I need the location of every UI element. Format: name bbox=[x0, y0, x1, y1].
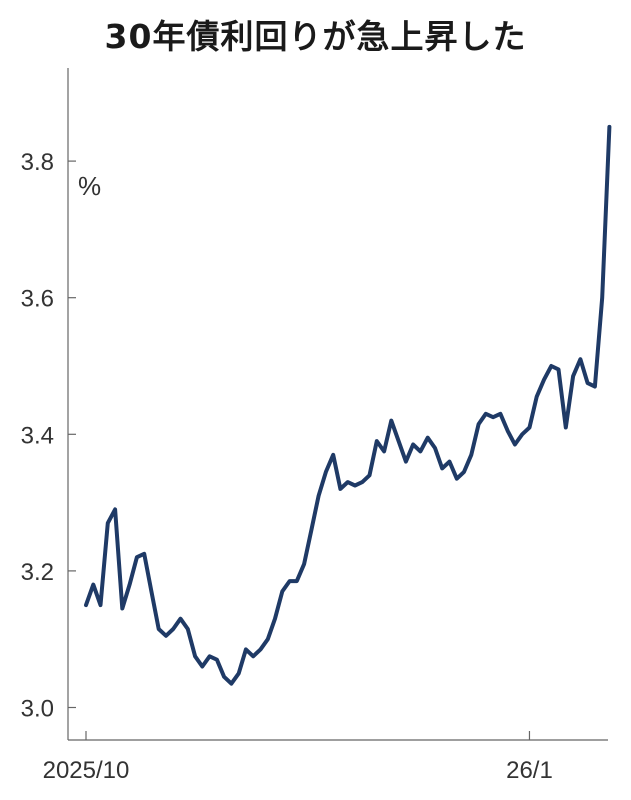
data-point bbox=[557, 368, 560, 371]
data-point bbox=[194, 655, 196, 658]
data-point bbox=[179, 617, 182, 620]
data-point bbox=[485, 413, 487, 415]
data-point bbox=[230, 682, 233, 685]
data-point bbox=[463, 471, 465, 473]
data-point bbox=[274, 617, 276, 620]
unit-label: % bbox=[78, 171, 101, 201]
data-point bbox=[499, 413, 502, 415]
data-point bbox=[85, 604, 87, 606]
data-point bbox=[187, 628, 189, 630]
data-point bbox=[528, 426, 531, 429]
data-point bbox=[245, 648, 247, 651]
data-point bbox=[390, 419, 393, 422]
data-point bbox=[514, 443, 516, 446]
data-point bbox=[252, 655, 254, 658]
data-point bbox=[579, 358, 582, 361]
data-point bbox=[114, 508, 116, 511]
data-point bbox=[208, 655, 211, 658]
data-point bbox=[237, 672, 240, 675]
data-point bbox=[565, 426, 567, 429]
y-tick-label: 3.4 bbox=[21, 422, 54, 449]
y-tick-label: 3.8 bbox=[21, 149, 54, 176]
data-point bbox=[419, 450, 422, 453]
data-point bbox=[368, 474, 371, 477]
data-point bbox=[303, 563, 305, 565]
data-point bbox=[492, 416, 494, 419]
data-point bbox=[477, 423, 480, 425]
data-point bbox=[310, 529, 313, 531]
data-point bbox=[165, 635, 167, 637]
data-point bbox=[608, 126, 611, 128]
data-point bbox=[223, 676, 225, 678]
data-point bbox=[586, 382, 589, 384]
data-point bbox=[550, 365, 553, 367]
data-point bbox=[216, 658, 218, 661]
series-layer bbox=[84, 124, 612, 686]
data-point bbox=[259, 648, 262, 651]
data-point bbox=[317, 495, 320, 497]
data-point bbox=[601, 296, 603, 299]
data-point bbox=[470, 454, 473, 456]
x-tick-label: 26/1 bbox=[506, 757, 553, 784]
data-point bbox=[361, 481, 364, 483]
data-point bbox=[157, 628, 160, 630]
data-point bbox=[150, 590, 153, 593]
data-point bbox=[121, 607, 124, 610]
data-point bbox=[594, 385, 596, 388]
data-point bbox=[325, 471, 327, 473]
y-tick-label: 3.0 bbox=[21, 696, 54, 723]
tick-labels: 3.0 3.2 3.4 3.6 3.8 2025/10 26/1 bbox=[21, 149, 553, 784]
x-tick-label: 2025/10 bbox=[43, 757, 130, 784]
data-point bbox=[543, 378, 545, 381]
data-point bbox=[448, 460, 451, 463]
y-tick-label: 3.6 bbox=[21, 286, 54, 313]
data-point bbox=[397, 440, 400, 442]
data-point bbox=[376, 440, 378, 442]
data-point bbox=[107, 522, 109, 524]
data-point bbox=[434, 447, 436, 449]
data-point bbox=[339, 488, 342, 490]
data-point bbox=[332, 454, 335, 456]
data-point bbox=[535, 395, 538, 398]
data-point bbox=[426, 436, 429, 439]
data-point bbox=[172, 628, 174, 630]
data-point bbox=[412, 443, 414, 446]
data-point bbox=[136, 556, 138, 558]
chart-title: 30年債利回りが急上昇した bbox=[104, 17, 527, 56]
data-point bbox=[128, 583, 131, 586]
data-point bbox=[405, 460, 407, 463]
data-point bbox=[506, 430, 509, 432]
series-line bbox=[84, 124, 612, 686]
data-point bbox=[354, 484, 356, 487]
data-point bbox=[383, 450, 385, 453]
data-point bbox=[143, 553, 145, 555]
data-point bbox=[99, 604, 102, 606]
data-point bbox=[521, 433, 523, 436]
data-point bbox=[441, 467, 444, 470]
y-tick-label: 3.2 bbox=[21, 559, 54, 586]
data-point bbox=[456, 477, 458, 480]
axes bbox=[67, 68, 608, 741]
data-point bbox=[572, 375, 574, 378]
data-point bbox=[288, 580, 291, 582]
data-point bbox=[296, 580, 298, 582]
data-point bbox=[346, 481, 349, 483]
data-point bbox=[92, 583, 95, 586]
data-point bbox=[267, 638, 269, 640]
data-point bbox=[201, 665, 204, 668]
data-point bbox=[281, 590, 284, 593]
